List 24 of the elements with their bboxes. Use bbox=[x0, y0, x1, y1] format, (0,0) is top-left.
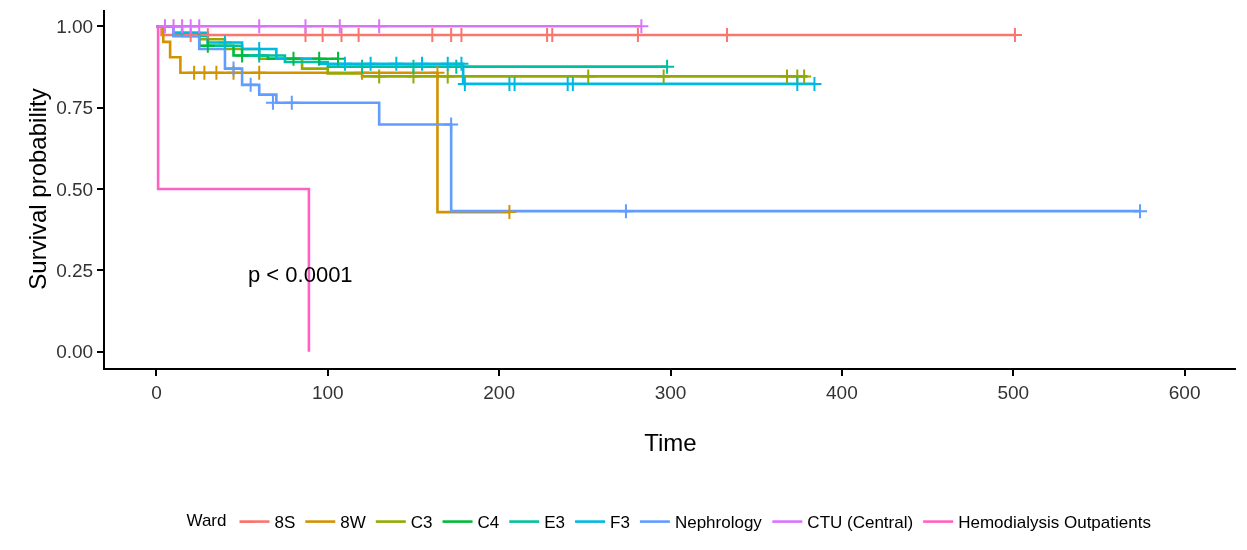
y-tick-label: 0.00 bbox=[56, 341, 94, 363]
x-tick-label: 400 bbox=[826, 381, 858, 403]
legend-label: CTU (Central) bbox=[807, 513, 914, 533]
legend-label: 8W bbox=[340, 513, 366, 533]
legend-label: E3 bbox=[544, 513, 566, 533]
y-tick-label: 0.50 bbox=[56, 178, 94, 200]
y-tick-label: 0.25 bbox=[56, 260, 94, 282]
x-tick-label: 600 bbox=[1168, 381, 1201, 403]
legend-label: Nephrology bbox=[674, 513, 763, 533]
legend-title: Ward bbox=[186, 511, 227, 531]
y-tick-label: 0.75 bbox=[56, 97, 94, 119]
x-tick-label: 100 bbox=[311, 381, 344, 403]
legend-label: 8S bbox=[274, 513, 296, 533]
legend-label: C3 bbox=[410, 513, 433, 533]
x-tick-label: 500 bbox=[997, 381, 1030, 403]
legend-label: Hemodialysis Outpatients bbox=[958, 513, 1151, 533]
legend-label: F3 bbox=[610, 513, 630, 533]
y-axis-title: Survival probability bbox=[24, 88, 51, 290]
y-tick-label: 1.00 bbox=[56, 15, 94, 37]
x-axis-title: Time bbox=[644, 429, 697, 456]
legend-label: C4 bbox=[477, 513, 500, 533]
x-tick-label: 0 bbox=[151, 381, 162, 403]
x-tick-label: 200 bbox=[483, 381, 515, 403]
x-tick-label: 300 bbox=[654, 381, 687, 403]
